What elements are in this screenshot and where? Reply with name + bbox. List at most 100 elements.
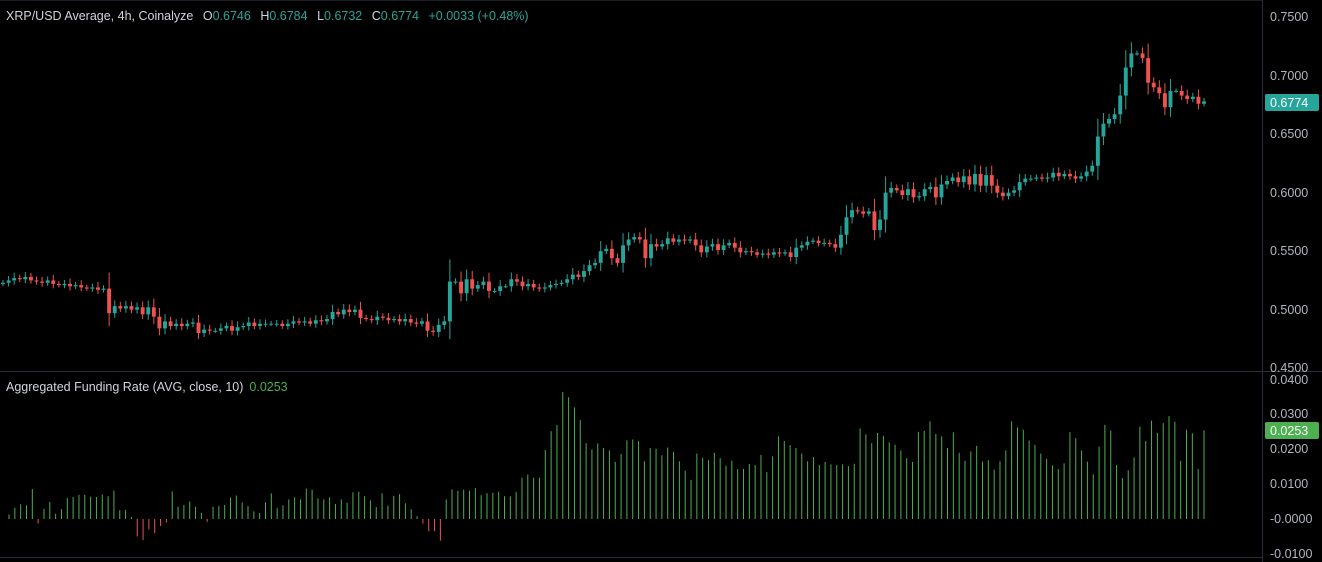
funding-tick: 0.0200 bbox=[1270, 442, 1308, 456]
candle-body bbox=[743, 251, 748, 253]
candle-body bbox=[989, 175, 994, 186]
candle-body bbox=[609, 248, 614, 259]
candle-body bbox=[492, 290, 497, 292]
candle-body bbox=[1146, 58, 1151, 83]
candle-body bbox=[850, 210, 855, 218]
candle-body bbox=[889, 187, 894, 193]
candle-body bbox=[487, 281, 491, 291]
candle-body bbox=[151, 307, 156, 317]
candle-body bbox=[1017, 182, 1022, 191]
candle-body bbox=[481, 281, 486, 286]
candle-body bbox=[1067, 173, 1072, 177]
candle-body bbox=[6, 280, 11, 283]
candle-body bbox=[352, 309, 357, 313]
funding-tick: -0.0000 bbox=[1270, 512, 1312, 526]
candle-body bbox=[531, 283, 536, 288]
candle-body bbox=[62, 283, 67, 286]
price-tick: 0.7000 bbox=[1270, 69, 1308, 83]
candle-body bbox=[665, 238, 670, 245]
candle-body bbox=[928, 186, 933, 190]
candle-body bbox=[325, 319, 329, 322]
candle-body bbox=[358, 309, 363, 318]
candle-body bbox=[1135, 53, 1139, 55]
low-value: 0.6732 bbox=[324, 9, 363, 23]
candle-body bbox=[1174, 90, 1179, 92]
candle-body bbox=[459, 281, 464, 294]
candle-body bbox=[598, 251, 603, 263]
candle-body bbox=[526, 283, 531, 287]
funding-tick: 0.0400 bbox=[1270, 373, 1308, 387]
candle-body bbox=[710, 244, 715, 247]
indicator-value: 0.0253 bbox=[249, 380, 288, 394]
candle-body bbox=[470, 279, 475, 289]
price-candles bbox=[1, 42, 1206, 340]
candle-body bbox=[1140, 53, 1145, 59]
candle-body bbox=[224, 326, 229, 329]
candle-body bbox=[1051, 172, 1056, 178]
candle-body bbox=[1112, 114, 1117, 119]
candle-body bbox=[961, 176, 966, 183]
candle-body bbox=[1023, 178, 1028, 183]
candle-body bbox=[632, 237, 637, 240]
candle-body bbox=[79, 285, 84, 288]
candle-body bbox=[788, 252, 793, 258]
candle-body bbox=[755, 252, 760, 255]
candle-body bbox=[263, 323, 268, 325]
candle-body bbox=[593, 262, 598, 266]
candle-body bbox=[101, 288, 106, 290]
candle-body bbox=[950, 177, 955, 181]
candle-body bbox=[805, 241, 810, 246]
candle-body bbox=[56, 283, 61, 286]
candle-body bbox=[643, 239, 648, 259]
candle-body bbox=[878, 219, 882, 231]
candle-body bbox=[369, 319, 374, 321]
candle-body bbox=[285, 323, 290, 327]
candle-body bbox=[503, 286, 508, 288]
candle-body bbox=[68, 283, 72, 287]
candle-body bbox=[168, 321, 173, 327]
indicator-title[interactable]: Aggregated Funding Rate (AVG, close, 10) bbox=[6, 380, 244, 394]
candle-body bbox=[626, 239, 631, 246]
price-tick: 0.6000 bbox=[1270, 186, 1308, 200]
price-legend: XRP/USD Average, 4h, Coinalyze O0.6746 H… bbox=[6, 8, 529, 24]
candle-body bbox=[269, 323, 274, 325]
candle-body bbox=[297, 321, 302, 323]
candle-body bbox=[866, 211, 871, 214]
candle-body bbox=[179, 323, 184, 327]
high-label: H bbox=[260, 9, 270, 23]
candle-body bbox=[190, 322, 195, 324]
candle-body bbox=[218, 328, 223, 331]
candle-body bbox=[956, 177, 961, 183]
candle-body bbox=[447, 281, 452, 322]
funding-tick: -0.0100 bbox=[1270, 547, 1312, 561]
symbol-title[interactable]: XRP/USD Average, 4h, Coinalyze bbox=[6, 9, 194, 23]
candle-body bbox=[1162, 93, 1167, 108]
open-label: O bbox=[202, 9, 213, 23]
candle-body bbox=[475, 285, 480, 289]
candle-body bbox=[291, 321, 296, 324]
candle-body bbox=[514, 279, 519, 282]
candle-body bbox=[615, 258, 620, 263]
candle-body bbox=[520, 281, 525, 287]
candle-body bbox=[760, 253, 765, 255]
candle-body bbox=[559, 282, 564, 284]
candle-body bbox=[90, 287, 95, 289]
candle-body bbox=[1185, 95, 1190, 100]
candle-body bbox=[425, 321, 430, 331]
candle-body bbox=[420, 321, 424, 324]
candle-body bbox=[844, 217, 849, 235]
candle-body bbox=[129, 306, 134, 310]
candle-body bbox=[654, 244, 659, 247]
candle-body bbox=[872, 211, 877, 231]
candle-body bbox=[453, 281, 458, 283]
price-tick: 0.7500 bbox=[1270, 10, 1308, 24]
candle-body bbox=[274, 323, 279, 325]
candle-body bbox=[1190, 96, 1195, 100]
candle-body bbox=[392, 319, 396, 321]
candle-body bbox=[112, 306, 117, 314]
candle-body bbox=[637, 237, 642, 240]
candle-body bbox=[509, 279, 514, 287]
candle-body bbox=[1101, 123, 1106, 137]
candle-body bbox=[794, 247, 799, 258]
